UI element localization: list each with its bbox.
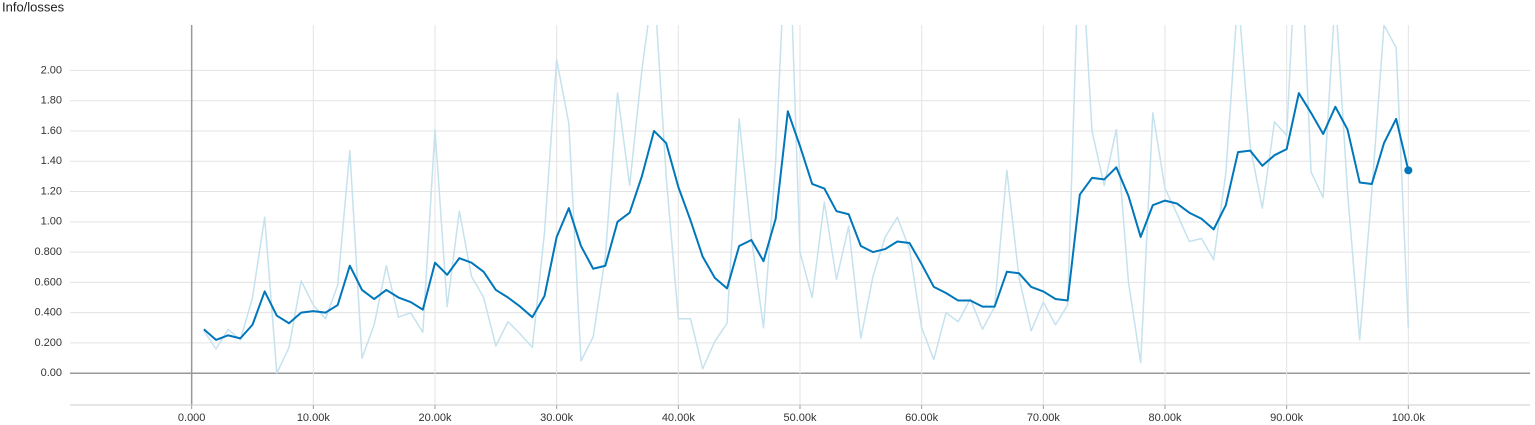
y-tick-label: 0.800 [34,246,62,258]
y-tick-label: 0.400 [34,307,62,319]
x-tick-label: 60.00k [905,412,939,424]
x-tick-label: 80.00k [1148,412,1182,424]
chart-title: Info/losses [2,0,65,14]
y-tick-label: 0.600 [34,276,62,288]
x-tick-label: 50.00k [783,412,817,424]
x-tick-label: 90.00k [1270,412,1304,424]
x-tick-label: 100.0k [1392,412,1426,424]
y-tick-label: 1.40 [41,155,62,167]
y-tick-label: 1.20 [41,185,62,197]
x-tick-label: 70.00k [1027,412,1061,424]
plot-area [203,25,1413,374]
x-tick-label: 40.00k [662,412,696,424]
y-tick-label: 0.200 [34,337,62,349]
x-tick-label: 30.00k [540,412,574,424]
x-tick-label: 10.00k [297,412,331,424]
y-tick-label: 0.00 [41,367,62,379]
y-tick-label: 1.60 [41,125,62,137]
end-point [1404,166,1413,175]
x-tick-label: 20.00k [418,412,452,424]
x-tick-label: 0.000 [178,412,206,424]
labels: 0.00 0.200 0.400 0.600 0.800 1.00 1.20 1.40 1.60… [34,64,1425,424]
y-tick-label: 2.00 [41,64,62,76]
smoothed-line [203,92,1410,341]
grid [70,25,1530,409]
y-tick-label: 1.80 [41,95,62,107]
y-tick-label: 1.00 [41,216,62,228]
raw-line [203,25,1410,374]
